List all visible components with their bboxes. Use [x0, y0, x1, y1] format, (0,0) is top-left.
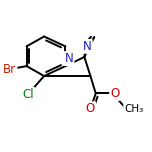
Text: Br: Br	[3, 63, 16, 76]
Text: N: N	[83, 40, 92, 53]
Text: Cl: Cl	[22, 88, 34, 101]
Text: N: N	[65, 52, 74, 65]
Text: O: O	[86, 102, 95, 115]
Text: CH₃: CH₃	[124, 104, 143, 114]
Text: O: O	[110, 87, 119, 100]
